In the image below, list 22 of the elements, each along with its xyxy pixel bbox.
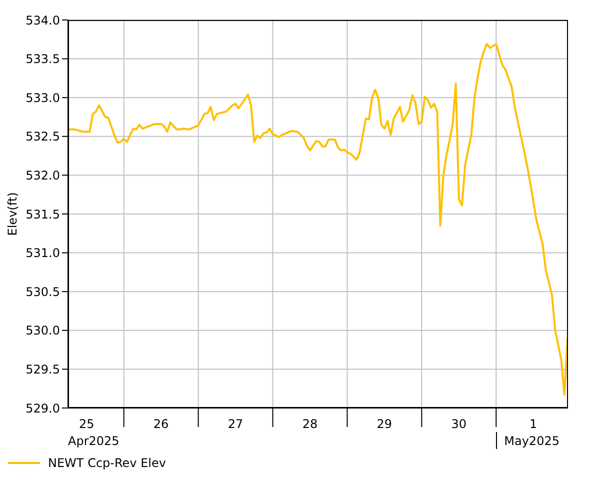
y-tick-label: 531.0 [26,246,60,260]
y-tick-label: 530.0 [26,324,60,338]
x-tick-label: 28 [302,417,318,431]
x-tick-label: 30 [451,417,467,431]
y-tick-label: 533.5 [26,52,60,66]
x-tick-label: 27 [228,417,244,431]
x-tick-label: 25 [78,417,94,431]
y-tick-label: 531.5 [26,207,60,222]
legend-label: NEWT Ccp-Rev Elev [48,456,166,470]
y-tick-label: 532.0 [26,168,60,182]
x-tick-label: 29 [376,417,392,431]
text: May2025 [504,434,560,448]
text: Apr2025 [68,434,120,448]
y-tick-label: 533.0 [26,90,60,105]
y-tick-label: 530.5 [26,284,60,299]
y-tick-label: 529.0 [26,401,60,416]
y-axis-title: Elev(ft) [5,192,20,236]
y-tick-label: 529.5 [26,362,60,376]
y-tick-label: 532.5 [26,130,60,144]
x-tick-label: 1 [530,417,538,431]
x-tick-label: 26 [153,417,169,431]
y-tick-label: 534.0 [26,13,60,28]
